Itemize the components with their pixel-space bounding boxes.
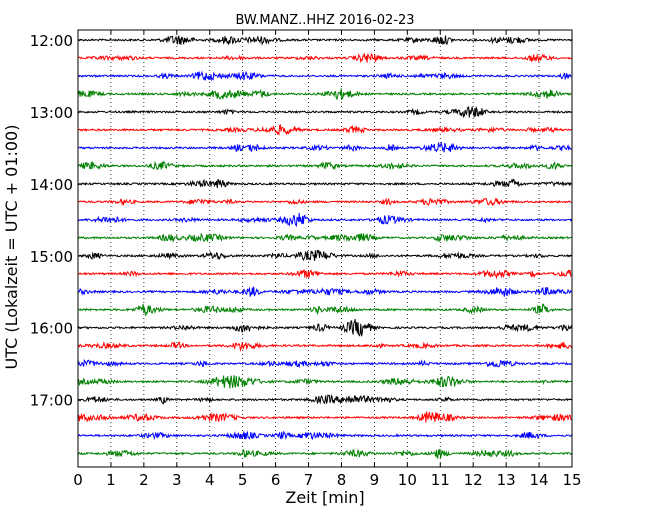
trace-1300: [77, 105, 572, 119]
y-tick-label: 15:00: [30, 248, 73, 266]
x-tick-label: 0: [73, 471, 83, 489]
x-tick-label: 9: [370, 471, 380, 489]
y-axis: 12:00 13:00 14:00 15:00 16:00 17:00: [30, 32, 572, 410]
trace-1500: [77, 249, 572, 261]
trace-1445: [77, 232, 572, 243]
x-tick-label: 15: [562, 471, 581, 489]
trace-1600: [77, 318, 572, 337]
x-tick-label: 12: [464, 471, 483, 489]
x-tick-label: 10: [398, 471, 417, 489]
grid-lines: [110, 30, 540, 467]
y-tick-label: 12:00: [30, 32, 73, 50]
y-axis-label: UTC (Lokalzeit = UTC + 01:00): [2, 125, 21, 370]
x-tick-label: 6: [271, 471, 281, 489]
x-axis: 0 1 2 3 4 5 6 7 8 9 10 11 12 13 14 15: [73, 30, 582, 489]
trace-1245: [77, 88, 572, 101]
x-axis-label: Zeit [min]: [285, 488, 364, 507]
trace-1630: [77, 358, 572, 369]
trace-1330: [77, 141, 572, 153]
trace-group: [77, 35, 572, 459]
x-tick-label: 4: [205, 471, 215, 489]
y-tick-label: 16:00: [30, 320, 73, 338]
x-tick-label: 8: [337, 471, 347, 489]
trace-1545: [77, 303, 572, 317]
y-tick-label: 14:00: [30, 176, 73, 194]
x-tick-label: 1: [106, 471, 116, 489]
trace-1730: [77, 430, 572, 441]
x-tick-label: 14: [530, 471, 549, 489]
trace-1530: [77, 286, 572, 297]
trace-1745: [77, 448, 572, 459]
x-tick-label: 5: [238, 471, 248, 489]
x-tick-label: 3: [172, 471, 182, 489]
trace-1345: [77, 160, 572, 171]
trace-1645: [77, 375, 572, 389]
trace-1615: [77, 341, 572, 352]
trace-1200: [77, 35, 572, 46]
x-tick-label: 11: [431, 471, 450, 489]
trace-1315: [77, 123, 572, 136]
trace-1415: [77, 197, 572, 207]
trace-1230: [77, 70, 572, 82]
y-tick-label: 17:00: [30, 392, 73, 410]
trace-1430: [77, 213, 572, 228]
trace-1215: [77, 53, 572, 64]
y-tick-label: 13:00: [30, 104, 73, 122]
plot-frame: [77, 29, 573, 468]
trace-1400: [77, 178, 572, 188]
x-tick-label: 7: [304, 471, 314, 489]
chart-title: BW.MANZ..HHZ 2016-02-23: [235, 13, 414, 28]
trace-1715: [77, 411, 572, 423]
trace-1700: [77, 393, 572, 405]
trace-1515: [77, 269, 572, 280]
x-tick-label: 2: [139, 471, 149, 489]
x-tick-label: 13: [497, 471, 516, 489]
